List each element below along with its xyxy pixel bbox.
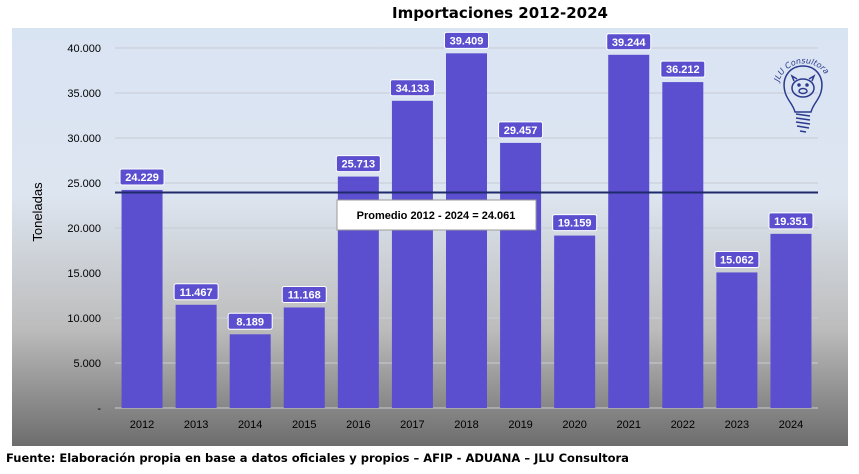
data-label: 36.212 bbox=[666, 64, 700, 76]
x-tick-label: 2014 bbox=[238, 419, 262, 431]
source-note: Fuente: Elaboración propia en base a dat… bbox=[6, 451, 629, 465]
x-tick-label: 2022 bbox=[671, 419, 695, 431]
y-axis-label: Toneladas bbox=[30, 182, 45, 242]
data-label: 8.189 bbox=[236, 316, 264, 328]
average-label: Promedio 2012 - 2024 = 24.061 bbox=[357, 210, 516, 222]
y-tick-label: 25.000 bbox=[67, 178, 101, 190]
bar bbox=[716, 272, 758, 408]
x-tick-label: 2018 bbox=[454, 419, 478, 431]
data-label: 39.409 bbox=[450, 35, 484, 47]
data-label-box bbox=[173, 283, 219, 301]
x-tick-label: 2012 bbox=[130, 419, 154, 431]
data-label-box bbox=[444, 31, 489, 49]
data-label: 25.713 bbox=[342, 159, 376, 171]
y-tick-label: 15.000 bbox=[67, 268, 101, 280]
x-tick-label: 2020 bbox=[562, 419, 586, 431]
data-label: 11.467 bbox=[180, 287, 213, 299]
y-axis-ticks: - 5.000 10.000 15.000 20.000 25.000 30.000 35.0… bbox=[67, 43, 101, 415]
average-line-group: Promedio 2012 - 2024 = 24.061 bbox=[115, 191, 818, 231]
data-label-box bbox=[281, 285, 327, 303]
y-tick-label: 5.000 bbox=[73, 358, 101, 370]
data-label-box bbox=[660, 60, 706, 78]
bar bbox=[770, 233, 812, 408]
data-label-box bbox=[335, 155, 381, 173]
bar bbox=[554, 235, 596, 408]
data-label: 34.133 bbox=[396, 83, 430, 95]
x-tick-label: 2023 bbox=[725, 419, 749, 431]
bar bbox=[121, 189, 163, 408]
data-label-box bbox=[389, 79, 435, 97]
pig-lightbulb-icon bbox=[783, 65, 823, 133]
bar bbox=[500, 142, 542, 408]
chart-title: Importaciones 2012-2024 bbox=[391, 4, 608, 22]
y-tick-label: 35.000 bbox=[67, 88, 101, 100]
data-label: 19.159 bbox=[558, 218, 592, 230]
bar bbox=[446, 53, 487, 408]
data-label-box bbox=[768, 212, 814, 230]
x-tick-label: 2021 bbox=[616, 419, 640, 431]
x-tick-label: 2019 bbox=[508, 419, 532, 431]
data-label-box bbox=[714, 250, 760, 268]
data-label-box bbox=[606, 33, 652, 51]
x-tick-label: 2024 bbox=[779, 419, 803, 431]
data-label-box bbox=[227, 312, 273, 330]
y-tick-label: - bbox=[97, 403, 101, 415]
bar bbox=[391, 100, 433, 408]
data-label: 29.457 bbox=[504, 125, 538, 137]
data-label-box bbox=[498, 121, 544, 139]
average-label-box bbox=[336, 199, 537, 231]
y-tick-label: 30.000 bbox=[67, 133, 101, 145]
bars: 24.229 11.467 8.189 11.168 25.713 34.133 39.40… bbox=[119, 31, 814, 408]
data-label-box bbox=[119, 168, 165, 186]
x-tick-label: 2016 bbox=[346, 419, 370, 431]
bar bbox=[608, 54, 650, 408]
x-tick-label: 2015 bbox=[292, 419, 316, 431]
x-tick-label: 2017 bbox=[400, 419, 424, 431]
y-tick-label: 20.000 bbox=[67, 223, 101, 235]
bar bbox=[229, 334, 271, 408]
data-label: 11.168 bbox=[288, 289, 321, 301]
data-label-box bbox=[552, 214, 598, 232]
x-axis-ticks: 2012 2013 2014 2015 2016 2017 2018 2019 2020 2021… bbox=[130, 419, 803, 431]
y-tick-label: 40.000 bbox=[67, 43, 101, 55]
bar bbox=[662, 82, 704, 408]
x-tick-label: 2013 bbox=[184, 419, 208, 431]
data-label: 15.062 bbox=[720, 254, 754, 266]
logo: JLU Consultora bbox=[772, 56, 831, 133]
data-label: 19.351 bbox=[774, 216, 808, 228]
y-tick-label: 10.000 bbox=[67, 313, 101, 325]
bar bbox=[175, 304, 217, 408]
data-label: 24.229 bbox=[125, 172, 159, 184]
bar bbox=[283, 307, 325, 408]
data-label: 39.244 bbox=[612, 37, 647, 49]
